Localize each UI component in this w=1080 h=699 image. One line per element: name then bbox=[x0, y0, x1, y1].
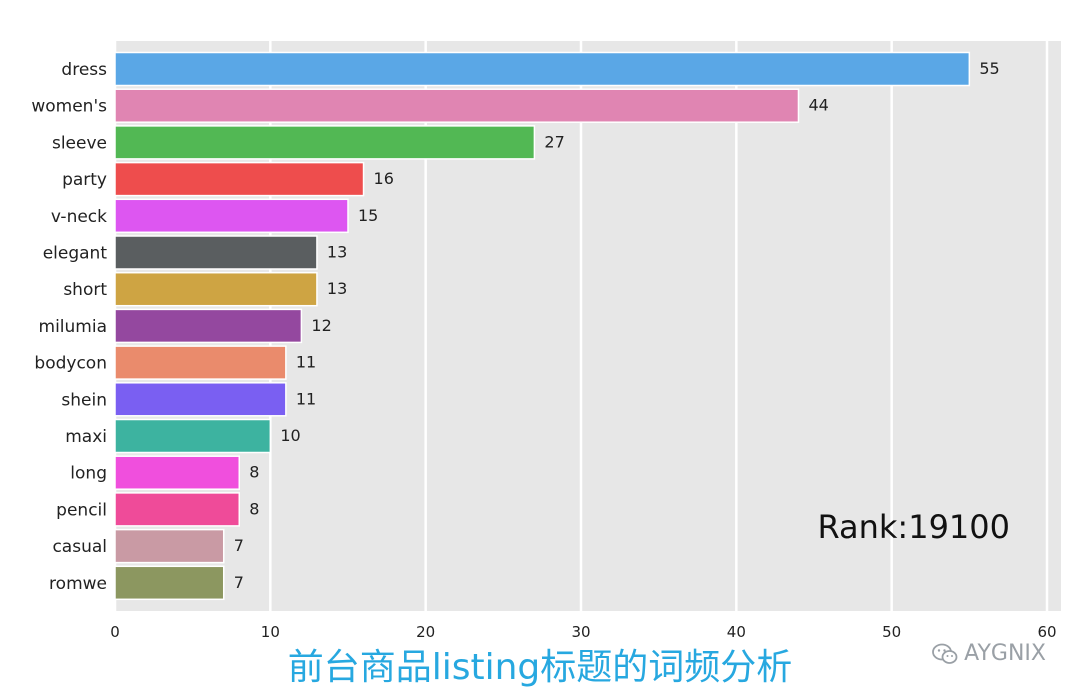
wechat-icon bbox=[932, 643, 958, 664]
category-label: elegant bbox=[43, 244, 108, 264]
value-label: 55 bbox=[979, 59, 999, 78]
bar-party bbox=[114, 161, 365, 197]
watermark-text: AYGNIX bbox=[964, 641, 1046, 666]
category-label: women's bbox=[31, 97, 107, 117]
bar-milumia bbox=[114, 308, 303, 344]
bar-women-s bbox=[114, 88, 800, 123]
bar-shein bbox=[114, 382, 287, 417]
bar-elegant bbox=[114, 235, 318, 270]
x-tick-label: 40 bbox=[727, 623, 746, 640]
category-label: party bbox=[62, 170, 107, 190]
watermark: AYGNIX bbox=[932, 641, 1046, 666]
category-label: sleeve bbox=[52, 133, 107, 153]
chart-caption: 前台商品listing标题的词频分析 bbox=[287, 647, 793, 688]
value-label: 11 bbox=[296, 353, 316, 372]
category-label: v-neck bbox=[51, 207, 107, 227]
category-label: maxi bbox=[65, 427, 107, 447]
value-label: 12 bbox=[311, 316, 331, 335]
value-label: 7 bbox=[234, 536, 244, 555]
bar-romwe bbox=[114, 565, 225, 601]
category-label: long bbox=[70, 464, 107, 484]
value-label: 10 bbox=[280, 426, 300, 445]
bar-pencil bbox=[114, 492, 241, 527]
category-label: short bbox=[63, 280, 107, 300]
bar-sleeve bbox=[114, 125, 536, 160]
category-label: pencil bbox=[56, 500, 107, 520]
category-label: dress bbox=[61, 60, 107, 80]
x-tick-label: 60 bbox=[1037, 623, 1056, 640]
value-label: 13 bbox=[327, 243, 347, 262]
bar-v-neck bbox=[114, 198, 349, 234]
value-label: 16 bbox=[374, 169, 394, 188]
value-label: 13 bbox=[327, 279, 347, 298]
bar-casual bbox=[114, 528, 225, 564]
bar-dress bbox=[114, 51, 971, 87]
bar-short bbox=[114, 271, 318, 307]
category-label: milumia bbox=[39, 317, 107, 337]
bar-chart: dress women's sleeve party v-neck elegant shor… bbox=[31, 41, 1061, 640]
value-label: 11 bbox=[296, 389, 316, 408]
x-tick-label: 30 bbox=[571, 623, 590, 640]
bar-long bbox=[114, 455, 241, 490]
category-label: romwe bbox=[49, 574, 107, 594]
bar-maxi bbox=[114, 418, 272, 454]
category-labels: dress women's sleeve party v-neck elegant shor… bbox=[31, 60, 107, 594]
value-label: 7 bbox=[234, 573, 244, 592]
bars bbox=[114, 51, 971, 601]
x-axis-ticks: 0 10 20 30 40 50 60 bbox=[110, 623, 1056, 640]
x-tick-label: 20 bbox=[416, 623, 435, 640]
x-tick-label: 0 bbox=[110, 623, 120, 640]
rank-annotation: Rank:19100 bbox=[817, 508, 1010, 546]
category-label: casual bbox=[52, 537, 107, 557]
category-label: shein bbox=[61, 390, 107, 410]
x-tick-label: 10 bbox=[261, 623, 280, 640]
value-label: 27 bbox=[544, 132, 564, 151]
value-label: 8 bbox=[249, 499, 259, 518]
value-label: 8 bbox=[249, 463, 259, 482]
category-label: bodycon bbox=[34, 354, 107, 374]
value-label: 44 bbox=[808, 96, 828, 115]
value-label: 15 bbox=[358, 206, 378, 225]
x-tick-label: 50 bbox=[882, 623, 901, 640]
bar-bodycon bbox=[114, 345, 287, 380]
